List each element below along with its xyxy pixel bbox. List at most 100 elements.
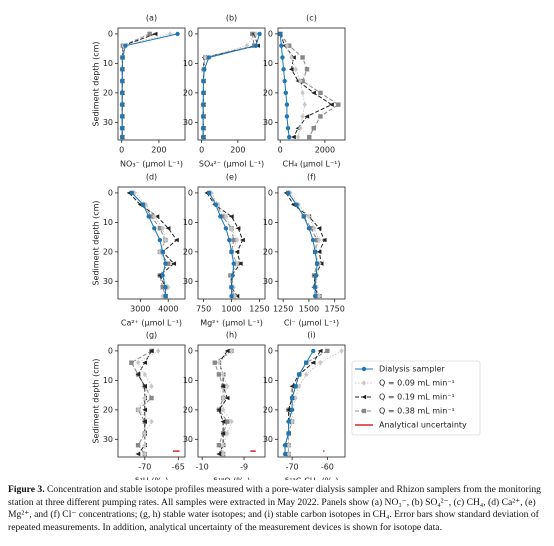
marker (157, 249, 163, 255)
marker (306, 213, 312, 220)
profile-line (214, 350, 232, 455)
marker (293, 384, 298, 389)
marker (223, 213, 229, 220)
marker (157, 226, 163, 231)
plot-frame (277, 186, 346, 300)
marker (216, 443, 222, 448)
marker (290, 202, 296, 207)
marker (206, 190, 212, 196)
x-axis-label: NO₃⁻ (μmol L⁻¹) (120, 160, 183, 169)
marker (220, 371, 226, 378)
marker (317, 293, 322, 299)
y-tick-label: 30 (263, 118, 273, 127)
marker (229, 293, 234, 299)
marker (228, 214, 234, 219)
marker (135, 407, 141, 413)
profile-line (284, 350, 321, 455)
x-axis-label: Ca²⁺ (μmol L⁻¹) (121, 319, 182, 328)
profile-line (218, 350, 228, 455)
x-axis-label: Mg²⁺ (μmol L⁻¹) (200, 319, 263, 328)
marker (220, 419, 226, 424)
legend-box (351, 360, 481, 436)
marker (289, 54, 294, 61)
caption: Figure 3. Concentration and stable isoto… (8, 484, 546, 534)
marker (157, 237, 163, 243)
x-axis-label: SO₄²⁻ (μmol L⁻¹) (199, 160, 264, 169)
y-tick-label: 0 (188, 29, 193, 38)
marker (339, 348, 344, 354)
marker (223, 226, 229, 231)
x-tick-label: 3000 (130, 305, 150, 314)
marker (152, 31, 158, 37)
marker (149, 395, 154, 401)
y-tick-label: 0 (268, 29, 273, 38)
marker (216, 451, 222, 457)
marker (220, 395, 226, 401)
y-tick-label: 30 (183, 277, 193, 286)
marker (279, 43, 284, 48)
profile-line (288, 350, 342, 455)
marker (318, 114, 323, 119)
marker (311, 225, 317, 232)
y-tick-label: 20 (263, 88, 273, 97)
marker (142, 419, 147, 424)
x-tick-label: 0 (278, 146, 283, 155)
marker (316, 249, 322, 255)
marker (284, 102, 290, 107)
marker (142, 451, 147, 457)
marker (282, 78, 287, 84)
marker (119, 114, 125, 119)
marker (278, 31, 283, 37)
legend-label: Dialysis sampler (379, 365, 445, 374)
marker (232, 293, 238, 299)
marker (142, 442, 147, 449)
profile-line (121, 33, 178, 138)
x-tick-label: 1000 (221, 305, 241, 314)
marker (280, 55, 285, 60)
marker (317, 348, 323, 354)
marker (361, 380, 367, 386)
marker (300, 78, 305, 84)
marker (163, 293, 168, 299)
plot-frame (117, 186, 186, 300)
marker (167, 31, 173, 37)
marker (289, 407, 295, 413)
marker (291, 134, 296, 140)
panel-title: (a) (146, 14, 157, 23)
x-tick-label: 200 (230, 146, 245, 155)
marker (289, 384, 295, 389)
marker (286, 190, 291, 196)
marker (212, 360, 217, 365)
marker (149, 418, 154, 425)
marker (152, 213, 157, 220)
marker (298, 125, 303, 132)
marker (282, 451, 288, 457)
marker (203, 54, 208, 61)
marker (175, 31, 180, 37)
marker (135, 451, 141, 457)
legend-label: Q = 0.19 mL min⁻¹ (379, 393, 455, 402)
marker (146, 214, 151, 219)
profile-line (279, 33, 306, 138)
y-tick-label: 0 (188, 346, 193, 355)
x-axis-label: Cl⁻ (μmol L⁻¹) (284, 319, 339, 328)
marker (220, 442, 226, 449)
profile-line (134, 192, 169, 297)
x-tick-label: -10 (196, 463, 209, 472)
marker (225, 419, 230, 424)
caption-text: Concentration and stable isotope profile… (8, 484, 541, 533)
y-tick-label: 20 (263, 405, 273, 414)
marker (135, 359, 141, 366)
marker (129, 360, 134, 365)
marker (361, 408, 367, 414)
marker (220, 431, 226, 436)
plot-frame (277, 27, 346, 141)
x-axis-label: CH₄ (μmol L⁻¹) (282, 160, 340, 169)
marker (316, 226, 322, 231)
marker (311, 348, 316, 354)
y-tick-label: 20 (183, 405, 193, 414)
profile-line (202, 33, 255, 138)
y-tick-label: 10 (263, 376, 273, 385)
y-tick-label: 30 (263, 277, 273, 286)
